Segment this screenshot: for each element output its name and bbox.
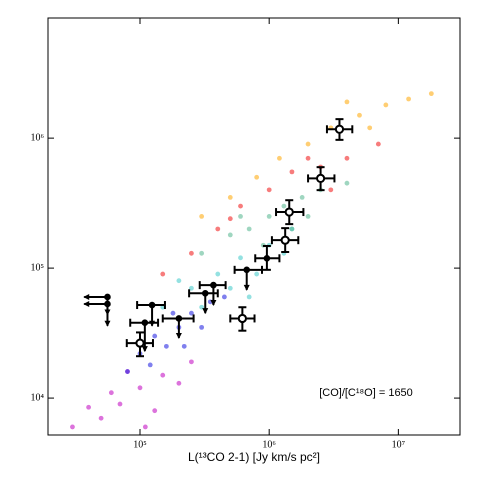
cloud-point <box>152 333 158 339</box>
measurement <box>334 124 345 134</box>
arrow-head <box>104 320 111 327</box>
cloud-point <box>163 343 169 349</box>
cloud-point <box>142 424 148 430</box>
cloud-point <box>189 359 194 365</box>
cloud-point <box>170 310 176 316</box>
measurement <box>104 293 111 301</box>
cloud-point <box>227 216 233 222</box>
cloud-point <box>238 203 243 209</box>
cloud-point <box>160 372 166 378</box>
marks <box>70 91 434 430</box>
cloud-point <box>281 203 287 209</box>
cloud-point <box>160 271 166 277</box>
arrow-head <box>149 320 156 327</box>
cloud-point <box>215 271 221 277</box>
cloud-point <box>70 424 75 430</box>
cloud-point <box>277 155 282 161</box>
cloud-point <box>299 194 305 200</box>
cloud-point <box>289 226 295 232</box>
cloud-point <box>152 408 158 414</box>
x-axis-label: L(¹³CO 2-1) [Jy km/s pc²] <box>188 450 320 464</box>
cloud-point <box>86 404 91 410</box>
measurement <box>135 338 145 348</box>
cloud-point <box>125 369 130 374</box>
cloud-point <box>199 250 205 256</box>
measurement <box>141 319 149 327</box>
cloud-point <box>344 180 350 186</box>
cloud-point <box>266 213 272 219</box>
x-tick-label: 10⁶ <box>262 439 276 450</box>
cloud-point <box>406 96 411 102</box>
cloud-point <box>383 102 389 108</box>
cloud-point <box>176 278 182 284</box>
cloud-point <box>227 194 233 200</box>
cloud-point <box>344 155 350 161</box>
cloud-point <box>189 285 194 291</box>
cloud-point <box>367 125 373 131</box>
cloud-point <box>357 112 362 118</box>
cloud-point <box>305 213 311 219</box>
arrow-head <box>202 308 209 315</box>
cloud-point <box>221 294 227 300</box>
measurement <box>175 315 183 322</box>
cloud-point <box>199 324 205 330</box>
cloud-point <box>246 294 252 300</box>
measurement <box>263 254 271 262</box>
cloud-point <box>189 250 194 256</box>
measurement <box>237 313 247 324</box>
measurement <box>104 300 111 308</box>
arrow-head <box>83 293 90 300</box>
measurement <box>148 301 156 309</box>
cloud-point <box>227 285 233 291</box>
cloud-point <box>305 141 311 147</box>
measurement <box>243 266 251 274</box>
cloud-point <box>117 401 123 407</box>
measurement <box>210 281 217 289</box>
x-tick-label: 10⁵ <box>133 439 147 450</box>
cloud-point <box>238 213 243 219</box>
cloud-point <box>108 390 114 396</box>
cloud-point <box>328 187 334 193</box>
plot-frame <box>47 17 461 436</box>
arrow-head <box>141 346 148 353</box>
cloud-point <box>254 271 260 277</box>
arrow-head <box>243 284 250 291</box>
y-tick-label: 10⁵ <box>31 262 45 273</box>
cloud-point <box>428 91 434 97</box>
cloud-point <box>305 155 311 161</box>
arrow-head <box>83 300 90 307</box>
cloud-point <box>238 255 243 261</box>
measurement <box>284 207 294 217</box>
cloud-point <box>344 99 350 105</box>
cloud-point <box>98 415 104 421</box>
measurement <box>315 173 326 184</box>
cloud-point <box>246 226 252 232</box>
cloud-point <box>147 362 153 368</box>
measurement <box>280 235 290 245</box>
cloud-point <box>375 141 381 147</box>
y-tick-label: 10⁶ <box>31 132 45 143</box>
cloud-point <box>266 187 272 193</box>
cloud-point <box>160 304 166 310</box>
arrow-head <box>210 300 217 307</box>
measurement <box>201 290 209 297</box>
annotation: [CO]/[C¹⁸O] = 1650 <box>319 387 413 399</box>
arrow-head <box>175 332 182 339</box>
cloud-point <box>227 232 233 238</box>
cloud-point <box>181 343 187 349</box>
cloud-point <box>137 385 143 391</box>
cloud-point <box>215 226 221 232</box>
cloud-point <box>176 380 182 386</box>
cloud-point <box>199 213 205 219</box>
x-tick-label: 10⁷ <box>392 439 406 450</box>
y-tick-label: 10⁴ <box>31 392 45 403</box>
cloud-point <box>254 174 260 180</box>
cloud-point <box>189 310 194 316</box>
cloud-point <box>289 169 295 175</box>
